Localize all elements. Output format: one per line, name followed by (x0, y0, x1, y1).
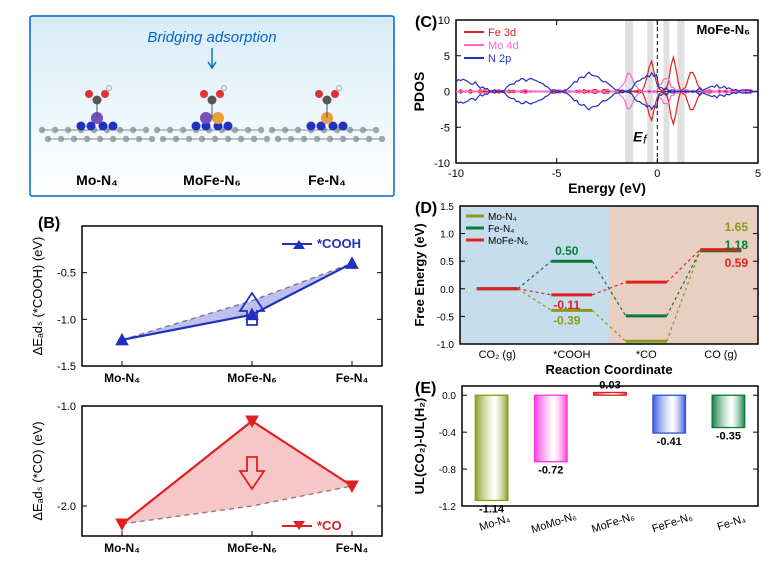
svg-text:*CO: *CO (317, 518, 342, 533)
svg-text:Mo-N₄: Mo-N₄ (478, 512, 512, 533)
svg-text:N 2p: N 2p (488, 53, 511, 65)
svg-text:-2.0: -2.0 (57, 501, 76, 513)
svg-text:MoFe-N₆: MoFe-N₆ (488, 236, 528, 247)
svg-text:MoFe-N₆: MoFe-N₆ (227, 541, 276, 555)
svg-text:1.0: 1.0 (440, 230, 454, 241)
panel-c: -10-505-10-50510EfFe 3dMo 4dN 2pMoFe-N₆E… (408, 8, 768, 196)
svg-text:-0.5: -0.5 (57, 268, 76, 280)
svg-text:E: E (633, 129, 643, 145)
svg-text:ΔEₐdₛ (*CO) (eV): ΔEₐdₛ (*CO) (eV) (30, 421, 45, 520)
svg-text:-1.0: -1.0 (57, 401, 76, 413)
panel-d: -1.0 -0.5 0.0 0.5 1.0 1.5 CO₂ (g) *COOH *CO CO (g… (408, 196, 768, 376)
svg-text:-10: -10 (448, 168, 464, 180)
svg-text:Bridging adsorption: Bridging adsorption (147, 29, 276, 46)
svg-text:-1.2: -1.2 (439, 502, 457, 513)
svg-text:Mo-N₄: Mo-N₄ (104, 371, 140, 385)
svg-text:Reaction Coordinate: Reaction Coordinate (545, 362, 672, 376)
svg-text:ΔEₐdₛ (*COOH) (eV): ΔEₐdₛ (*COOH) (eV) (30, 237, 45, 356)
svg-text:CO₂ (g): CO₂ (g) (479, 349, 516, 361)
svg-text:Fe 3d: Fe 3d (488, 27, 516, 39)
svg-text:5: 5 (444, 51, 450, 63)
panel-e: -1.2 -0.8 -0.4 0.0 -1.14Mo-N₄ -0.72 MoMo-N₆ 0.0… (408, 378, 768, 558)
svg-text:PDOS: PDOS (411, 72, 427, 112)
svg-text:0.59: 0.59 (725, 256, 749, 270)
svg-text:-1.0: -1.0 (437, 340, 455, 351)
svg-text:*COOH: *COOH (553, 349, 590, 361)
panel-b: -1.5 -1.0 -0.5 Mo-N₄ MoFe-N₆ Fe-N₄ ΔEₐdₛ (*COO… (22, 218, 402, 558)
svg-text:10: 10 (438, 15, 450, 27)
svg-text:0.50: 0.50 (555, 244, 579, 258)
svg-text:-5: -5 (440, 122, 450, 134)
svg-text:0.0: 0.0 (440, 285, 454, 296)
svg-text:MoMo-N₆: MoMo-N₆ (530, 510, 578, 536)
svg-text:-0.11: -0.11 (553, 298, 580, 312)
svg-text:*COOH: *COOH (317, 236, 361, 251)
svg-text:*CO: *CO (636, 349, 657, 361)
svg-text:0: 0 (654, 168, 660, 180)
svg-text:1.65: 1.65 (725, 220, 749, 234)
svg-text:Fe-N₄: Fe-N₄ (308, 172, 346, 188)
svg-text:CO (g): CO (g) (704, 349, 737, 361)
svg-text:-0.35: -0.35 (716, 431, 741, 443)
svg-text:Energy (eV): Energy (eV) (568, 180, 646, 196)
svg-text:Mo-N₄: Mo-N₄ (76, 172, 118, 188)
svg-text:MoFe-N₆: MoFe-N₆ (183, 172, 241, 188)
svg-text:0.03: 0.03 (599, 379, 620, 391)
panel-a: Bridging adsorption Mo-N₄ MoFe-N₆ Fe-N₄ (22, 10, 402, 205)
svg-text:0.0: 0.0 (442, 391, 456, 402)
svg-text:-1.0: -1.0 (57, 314, 76, 326)
svg-text:Fe-N₄: Fe-N₄ (488, 224, 514, 235)
svg-text:MoFe-N₆: MoFe-N₆ (590, 511, 636, 536)
svg-text:MoFe-N₆: MoFe-N₆ (696, 22, 750, 37)
svg-text:Fe-N₄: Fe-N₄ (336, 371, 369, 385)
svg-text:-0.4: -0.4 (439, 428, 457, 439)
svg-text:Free Energy (eV): Free Energy (eV) (412, 223, 427, 326)
svg-text:Mo 4d: Mo 4d (488, 40, 519, 52)
svg-text:-0.5: -0.5 (437, 312, 455, 323)
svg-text:0.5: 0.5 (440, 257, 454, 268)
svg-text:5: 5 (755, 168, 761, 180)
svg-text:FeFe-N₆: FeFe-N₆ (651, 511, 694, 535)
svg-text:Fe-N₄: Fe-N₄ (716, 513, 748, 534)
svg-text:-1.14: -1.14 (479, 503, 505, 515)
svg-text:-0.39: -0.39 (553, 313, 581, 327)
svg-text:0: 0 (444, 87, 450, 99)
svg-text:1.18: 1.18 (725, 238, 749, 252)
svg-text:1.5: 1.5 (440, 202, 454, 213)
svg-text:UL(CO₂)-UL(H₂): UL(CO₂)-UL(H₂) (412, 398, 427, 495)
svg-text:-0.72: -0.72 (538, 465, 563, 477)
svg-text:Fe-N₄: Fe-N₄ (336, 541, 369, 555)
svg-text:-0.8: -0.8 (439, 465, 457, 476)
svg-text:-1.5: -1.5 (57, 361, 76, 373)
svg-text:Mo-N₄: Mo-N₄ (488, 212, 517, 223)
svg-text:-10: -10 (434, 158, 450, 170)
svg-text:-0.41: -0.41 (657, 436, 682, 448)
svg-text:-5: -5 (552, 168, 562, 180)
svg-text:Mo-N₄: Mo-N₄ (104, 541, 140, 555)
svg-text:MoFe-N₆: MoFe-N₆ (227, 371, 276, 385)
